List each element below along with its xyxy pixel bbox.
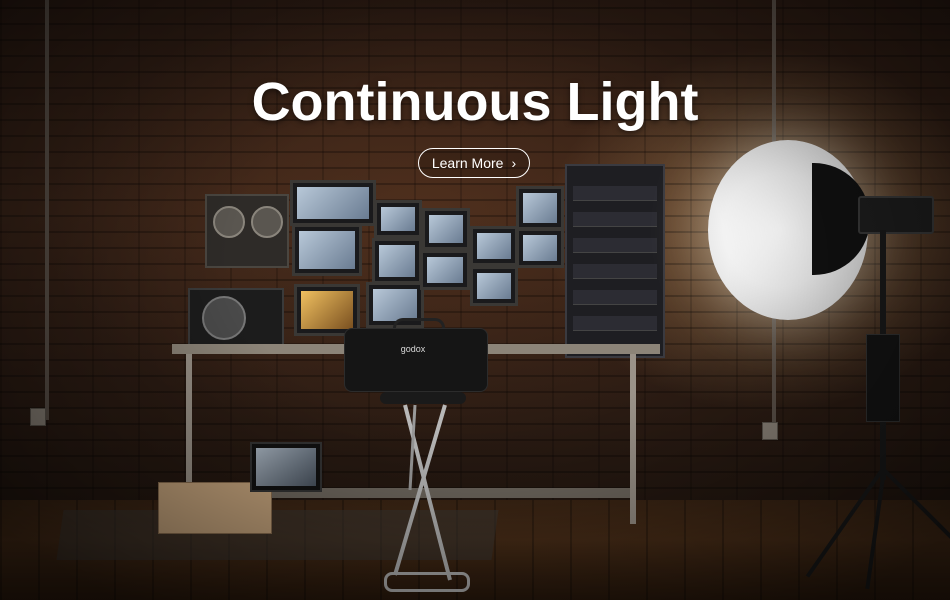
hero-headline: Continuous Light — [251, 72, 699, 132]
learn-more-label: Learn More — [431, 155, 504, 171]
learn-more-button[interactable]: Learn More › — [418, 148, 530, 178]
chevron-right-icon: › — [511, 155, 517, 171]
